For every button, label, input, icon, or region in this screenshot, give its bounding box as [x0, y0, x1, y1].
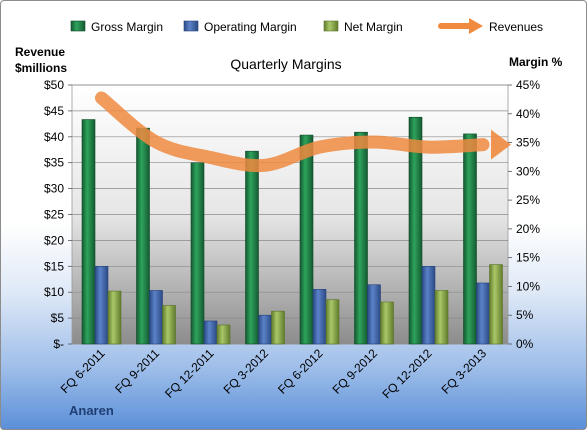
right-axis-title: Margin %: [509, 55, 563, 69]
chart-title: Quarterly Margins: [230, 56, 341, 72]
legend-label-net-margin: Net Margin: [344, 20, 403, 34]
left-tick-label: $50: [44, 78, 64, 92]
right-tick-label: 10%: [516, 279, 540, 293]
bar-net-margin: [108, 291, 121, 344]
x-tick-label: FQ 9-2012: [330, 346, 381, 397]
right-axis-ticks: 45% 40% 35% 30% 25% 20% 15% 10% 5% 0%: [508, 78, 540, 351]
legend-swatch-operating-margin: [184, 21, 198, 31]
left-tick-label: $-: [53, 337, 64, 351]
bar-operating-margin: [204, 321, 217, 344]
right-tick-label: 45%: [516, 78, 540, 92]
right-tick-label: 35%: [516, 136, 540, 150]
bar-net-margin: [163, 305, 176, 344]
legend-swatch-net-margin: [324, 21, 338, 31]
x-tick-label: FQ 3-2013: [439, 346, 490, 397]
x-tick-label: FQ 3-2012: [221, 346, 272, 397]
left-tick-label: $35: [44, 156, 64, 170]
bar-gross-margin: [246, 151, 259, 344]
bar-gross-margin: [355, 132, 368, 344]
right-tick-label: 15%: [516, 251, 540, 265]
bar-operating-margin: [477, 283, 490, 344]
bar-net-margin: [435, 290, 448, 344]
legend-label-revenues: Revenues: [489, 20, 543, 34]
right-tick-label: 40%: [516, 107, 540, 121]
left-axis-title-line1: Revenue: [15, 45, 65, 59]
bar-net-margin: [272, 311, 285, 344]
bar-operating-margin: [422, 266, 435, 344]
bar-gross-margin: [300, 135, 313, 344]
bar-operating-margin: [150, 290, 163, 344]
left-tick-label: $45: [44, 104, 64, 118]
bar-net-margin: [381, 302, 394, 344]
bar-gross-margin: [191, 163, 204, 344]
x-tick-label: FQ 12-2012: [379, 346, 434, 401]
bar-net-margin: [217, 325, 230, 344]
bar-gross-margin: [137, 128, 150, 344]
x-tick-label: FQ 6-2011: [58, 346, 108, 396]
bar-gross-margin: [464, 134, 477, 344]
bar-operating-margin: [313, 289, 326, 344]
left-tick-label: $15: [44, 259, 64, 273]
legend-swatch-gross-margin: [71, 21, 85, 31]
legend: Gross Margin Operating Margin Net Margin…: [71, 18, 543, 34]
right-tick-label: 0%: [516, 337, 534, 351]
left-tick-label: $40: [44, 130, 64, 144]
left-tick-label: $5: [51, 311, 65, 325]
bar-operating-margin: [95, 266, 108, 344]
legend-arrowhead-revenues: [469, 18, 483, 34]
right-tick-label: 30%: [516, 164, 540, 178]
left-axis-title-line2: $millions: [15, 61, 67, 75]
bar-net-margin: [490, 265, 503, 344]
bar-gross-margin: [82, 120, 95, 344]
bar-operating-margin: [368, 285, 381, 344]
x-tick-label: FQ 12-2011: [162, 346, 217, 401]
left-axis-ticks: $50 $45 $40 $35 $30 $25 $20 $15 $10 $5 $-: [44, 78, 72, 351]
bar-net-margin: [326, 300, 339, 344]
legend-label-operating-margin: Operating Margin: [204, 20, 297, 34]
x-tick-label: FQ 6-2012: [275, 346, 326, 397]
right-tick-label: 25%: [516, 193, 540, 207]
footer-label: Anaren: [69, 403, 114, 418]
left-tick-label: $25: [44, 208, 64, 222]
right-tick-label: 20%: [516, 222, 540, 236]
left-tick-label: $10: [44, 285, 64, 299]
legend-label-gross-margin: Gross Margin: [91, 20, 163, 34]
x-tick-label: FQ 9-2011: [112, 346, 162, 396]
left-tick-label: $20: [44, 233, 64, 247]
right-tick-label: 5%: [516, 308, 534, 322]
left-tick-label: $30: [44, 182, 64, 196]
bar-operating-margin: [259, 315, 272, 344]
